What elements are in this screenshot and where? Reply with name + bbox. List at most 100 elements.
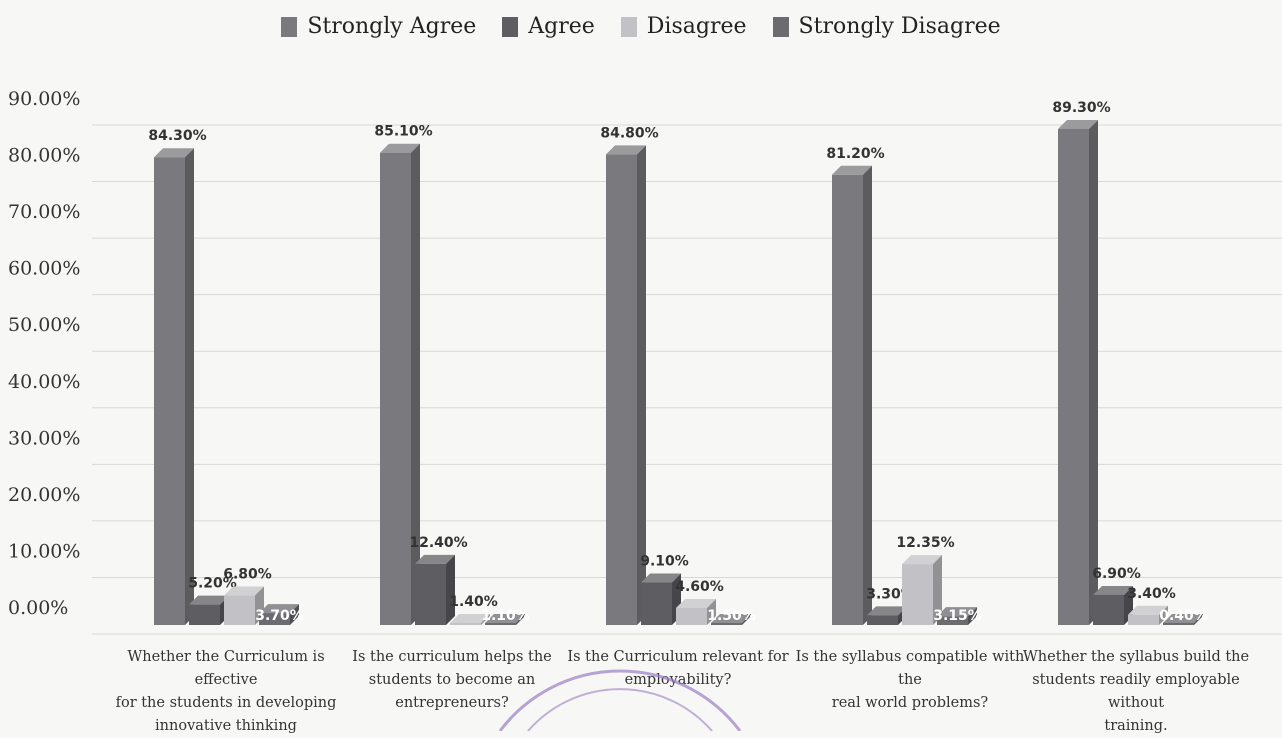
legend-swatch (620, 16, 637, 37)
legend-label: Strongly Agree (307, 14, 477, 39)
x-category-label-line: Is the Curriculum relevant for (567, 649, 789, 665)
bar-top (1093, 585, 1133, 595)
legend-item-strongly-disagree: Strongly Disagree (772, 14, 1001, 39)
y-tick-label: 90.00% (8, 88, 80, 110)
data-label: 4.60% (675, 579, 724, 595)
data-label: 0.40% (1159, 608, 1208, 624)
bar-top (224, 586, 264, 596)
bar-side (290, 604, 299, 625)
legend-item-strongly-agree: Strongly Agree (281, 14, 476, 39)
legend-swatch (772, 16, 789, 37)
y-tick-label: 10.00% (8, 540, 80, 562)
y-tick-label: 70.00% (8, 201, 80, 223)
bar-top (154, 148, 194, 158)
data-label: 89.30% (1052, 100, 1110, 116)
bar (450, 623, 481, 625)
x-category-label-line: Whether the Curriculum is effective (127, 649, 325, 688)
bar-side (968, 607, 977, 625)
data-label: 1.40% (449, 594, 498, 610)
legend-swatch (502, 16, 519, 37)
x-category-label: Is the curriculum helps the students to b… (337, 646, 567, 715)
x-category-label-line: Whether the syllabus build the (1022, 649, 1250, 665)
bar (1093, 594, 1124, 625)
bar-side (1159, 605, 1168, 625)
bar-top (832, 165, 872, 175)
bar (1128, 614, 1159, 625)
data-label: 12.40% (409, 535, 467, 551)
y-tick-label: 30.00% (8, 427, 80, 449)
x-category-label-line: entrepreneurs? (395, 695, 509, 711)
legend-label: Agree (528, 14, 595, 39)
bar-side (707, 598, 716, 625)
bar (380, 152, 411, 625)
y-tick-label: 20.00% (8, 484, 80, 506)
bar-side (411, 143, 420, 625)
bar (902, 564, 933, 625)
bar (641, 582, 672, 625)
x-category-label-line: training. (1104, 718, 1168, 734)
bar-top (259, 604, 299, 614)
bar (711, 623, 742, 625)
x-category-label-line: students readily employable without (1032, 672, 1240, 711)
bar-top (380, 143, 420, 153)
bar-side (637, 145, 646, 626)
bar-top (189, 595, 229, 605)
legend-label: Strongly Disagree (798, 14, 1001, 39)
bar (485, 623, 516, 625)
bar (867, 615, 898, 625)
bar-top (415, 554, 455, 564)
bar-top (450, 614, 490, 623)
data-label: 1.50% (707, 608, 756, 624)
bar-top (641, 573, 681, 583)
x-category-label-line: real world problems? (831, 695, 989, 711)
data-label: 9.10% (640, 554, 689, 570)
chart-legend: Strongly Agree Agree Disagree Strongly D… (0, 14, 1282, 39)
data-label: 3.40% (1127, 586, 1176, 602)
bar-side (516, 614, 525, 625)
data-label: 3.15% (933, 608, 982, 624)
legend-item-agree: Agree (502, 14, 595, 39)
x-category-label: Whether the syllabus build the students r… (1021, 646, 1251, 738)
x-category-label: Whether the Curriculum is effective for t… (111, 646, 341, 738)
bar-top (1163, 614, 1203, 623)
bar-top (1058, 119, 1098, 129)
bar-side (1089, 119, 1098, 625)
bar-side (742, 614, 751, 625)
data-label: 1.10% (481, 608, 530, 624)
x-category-label: Is the Curriculum relevant for employabil… (563, 646, 793, 692)
bar (676, 607, 707, 625)
x-category-label-line: employability? (624, 672, 732, 688)
bar-top (937, 607, 977, 617)
bar (415, 563, 446, 625)
x-category-label-line: Is the curriculum helps the (352, 649, 552, 665)
college-stamp (498, 669, 742, 731)
bar-side (1194, 614, 1203, 625)
bar-side (933, 555, 942, 625)
y-tick-label: 50.00% (8, 314, 80, 336)
data-label: 85.10% (374, 124, 432, 140)
bar (154, 157, 185, 625)
y-tick-label: 60.00% (8, 258, 80, 280)
bar (259, 613, 290, 625)
data-label: 3.70% (255, 608, 304, 624)
legend-swatch (281, 16, 298, 37)
bar-side (481, 614, 490, 625)
data-label: 84.30% (148, 128, 206, 144)
x-category-label-line: for the students in developing (115, 695, 337, 711)
bar (1163, 623, 1194, 625)
bar-top (676, 598, 716, 608)
bar-side (446, 554, 455, 625)
data-label: 12.35% (896, 535, 954, 551)
bar-side (185, 148, 194, 625)
data-label: 6.80% (223, 567, 272, 583)
data-label: 6.90% (1092, 566, 1141, 582)
bar (1058, 128, 1089, 625)
bar-top (711, 614, 751, 623)
bar-top (867, 606, 907, 616)
bar-top (485, 614, 525, 623)
bar (606, 154, 637, 626)
bar (189, 604, 220, 625)
bar-top (606, 145, 646, 155)
y-tick-label: 80.00% (8, 145, 80, 167)
legend-item-disagree: Disagree (620, 14, 747, 39)
